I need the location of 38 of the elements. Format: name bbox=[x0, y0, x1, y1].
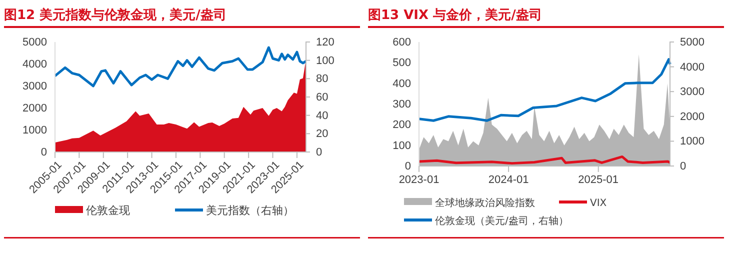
y-tick-label: 500 bbox=[392, 57, 411, 70]
line-series bbox=[54, 46, 308, 88]
legend-label: 伦敦金现 bbox=[86, 204, 130, 217]
x-tick-label: 2024-01 bbox=[488, 174, 529, 186]
y2-tick-label: 0 bbox=[316, 146, 322, 159]
y-tick-label: 200 bbox=[392, 119, 411, 132]
chart-title: 图12 美元指数与伦敦金现，美元/盎司 bbox=[4, 7, 226, 23]
y2-tick-label: 120 bbox=[316, 36, 334, 49]
x-tick-label: 2023-01 bbox=[398, 174, 440, 186]
y2-tick-label: 80 bbox=[316, 73, 328, 86]
y-tick-label: 4000 bbox=[22, 58, 47, 71]
legend-label: 伦敦金现（美元/盎司，右轴） bbox=[435, 215, 568, 227]
y-tick-label: 600 bbox=[392, 36, 411, 49]
line-series bbox=[418, 58, 672, 122]
legend-label: 美元指数（右轴） bbox=[206, 204, 294, 217]
legend-label: VIX bbox=[590, 198, 607, 209]
y2-tick-label: 1000 bbox=[680, 136, 704, 148]
y-tick-label: 2000 bbox=[22, 102, 47, 115]
y2-tick-label: 2000 bbox=[680, 110, 704, 123]
y-tick-label: 3000 bbox=[22, 80, 47, 93]
y2-tick-label: 100 bbox=[316, 54, 334, 67]
y-tick-label: 0 bbox=[40, 146, 47, 159]
y-tick-label: 5000 bbox=[22, 36, 47, 49]
chart-title: 图13 VIX 与金价，美元/盎司 bbox=[368, 7, 542, 23]
y-tick-label: 0 bbox=[404, 160, 411, 173]
y2-tick-label: 5000 bbox=[680, 36, 704, 49]
y2-tick-label: 60 bbox=[316, 92, 328, 104]
y-tick-label: 1000 bbox=[22, 124, 47, 137]
y2-tick-label: 40 bbox=[316, 110, 328, 122]
y2-tick-label: 4000 bbox=[680, 61, 704, 74]
y-tick-label: 400 bbox=[392, 78, 411, 90]
y-tick-label: 100 bbox=[392, 140, 411, 152]
y-tick-label: 300 bbox=[392, 98, 411, 111]
legend-label: 全球地缘政治风险指数 bbox=[435, 197, 535, 209]
y2-tick-label: 20 bbox=[316, 128, 328, 140]
y2-tick-label: 0 bbox=[680, 160, 686, 173]
y2-tick-label: 3000 bbox=[680, 86, 704, 98]
x-tick-label: 2025-01 bbox=[578, 174, 619, 186]
